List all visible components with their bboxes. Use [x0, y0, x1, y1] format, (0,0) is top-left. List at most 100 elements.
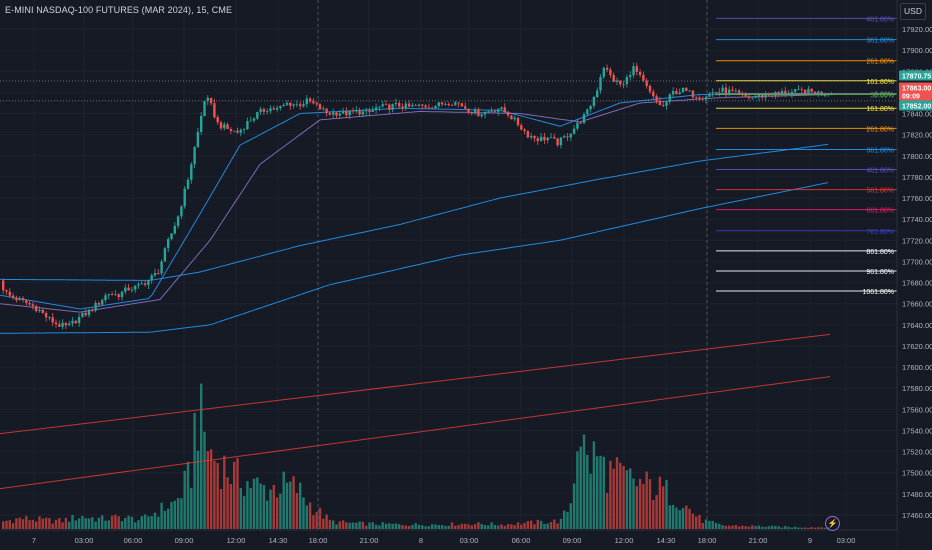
volume-bar: [718, 523, 721, 529]
time-tick-label: 12:00: [615, 536, 634, 545]
candle-body: [477, 109, 480, 117]
volume-bar: [61, 522, 64, 529]
volume-bar: [371, 522, 374, 529]
volume-bar: [579, 446, 582, 529]
volume-bar: [249, 487, 252, 529]
candle-body: [114, 294, 117, 296]
candle-body: [734, 90, 737, 92]
candle-body: [186, 179, 190, 189]
volume-bar: [104, 520, 107, 529]
candle-body: [615, 80, 619, 82]
volume-bar: [167, 508, 170, 529]
volume-bar: [391, 523, 394, 529]
price-tag-text: 17870.75: [902, 74, 931, 81]
price-tick-label: 17780.00: [902, 173, 932, 182]
volume-bar: [678, 510, 681, 529]
candle-body: [622, 83, 625, 85]
volume-bar: [737, 526, 741, 529]
volume-bar: [704, 519, 708, 529]
volume-bar: [203, 431, 206, 529]
candle-body: [302, 104, 305, 107]
candle-body: [744, 94, 747, 97]
volume-bar: [328, 519, 332, 529]
candle-body: [361, 111, 365, 115]
candle-body: [61, 322, 64, 327]
volume-bar: [338, 521, 341, 529]
currency-button[interactable]: USD: [900, 3, 926, 20]
volume-bar: [58, 518, 61, 529]
volume-bar: [652, 500, 655, 529]
volume-bar: [480, 524, 483, 529]
volume-bar: [747, 526, 751, 529]
candle-body: [180, 206, 183, 217]
volume-bar: [566, 511, 569, 529]
volume-bar: [741, 525, 744, 529]
candle-body: [104, 295, 107, 301]
price-tick-label: 17540.00: [902, 426, 932, 435]
volume-bar: [107, 520, 110, 529]
candle-body: [31, 304, 35, 307]
volume-bar: [378, 525, 381, 529]
candle-body: [559, 137, 563, 146]
candle-body: [803, 89, 807, 95]
volume-bar: [483, 525, 487, 529]
volume-bar: [497, 525, 500, 529]
volume-bar: [803, 527, 807, 529]
volume-bar: [206, 451, 209, 529]
volume-bar: [256, 477, 259, 529]
volume-bar: [41, 518, 44, 529]
candle-body: [355, 110, 358, 112]
candle-body: [450, 105, 454, 106]
fib-level-label: 861.80%: [866, 249, 894, 256]
volume-bar: [526, 521, 530, 529]
candle-body: [675, 90, 678, 95]
volume-bar: [15, 518, 18, 529]
candle-body: [299, 104, 302, 107]
volume-bar: [523, 522, 526, 529]
volume-bar: [285, 482, 289, 529]
candle-body: [15, 297, 18, 301]
volume-bar: [84, 518, 87, 529]
volume-bar: [176, 498, 180, 529]
volume-bar: [153, 512, 157, 529]
candle-body: [163, 248, 167, 262]
candle-body: [41, 309, 44, 313]
candle-body: [143, 283, 147, 285]
candle-body: [708, 93, 711, 97]
candle-body: [77, 316, 81, 324]
volume-bar: [645, 471, 648, 529]
candle-body: [536, 138, 539, 142]
volume-bar: [361, 521, 365, 529]
candle-body: [338, 113, 341, 116]
candle-body: [427, 107, 431, 109]
candle-body: [784, 90, 787, 94]
volume-bar: [629, 468, 632, 529]
candle-body: [97, 303, 101, 305]
volume-bar: [764, 526, 767, 529]
volume-bar: [87, 518, 91, 529]
price-tick-label: 17840.00: [902, 110, 932, 119]
candle-body: [279, 106, 282, 109]
price-tick-label: 17500.00: [902, 469, 932, 478]
volume-bar: [262, 484, 266, 529]
candle-body: [335, 112, 338, 116]
volume-bars: [2, 383, 830, 529]
price-tag-box: [899, 100, 932, 111]
volume-bar: [734, 525, 737, 529]
candle-body: [183, 188, 186, 207]
candle-body: [556, 138, 559, 146]
volume-bar: [625, 470, 629, 529]
volume-bar: [77, 518, 81, 529]
candle-body: [308, 98, 312, 102]
candle-body: [642, 74, 645, 81]
candle-body: [381, 104, 384, 107]
candle-body: [513, 117, 516, 120]
moving-average-ma_long: [0, 182, 829, 334]
volume-bar: [823, 527, 827, 529]
channel-lines: [0, 333, 831, 490]
candle-body: [25, 300, 28, 303]
candle-body: [305, 98, 308, 105]
price-tick-label: 17920.00: [902, 25, 932, 34]
bolt-icon[interactable]: ⚡: [825, 516, 840, 531]
